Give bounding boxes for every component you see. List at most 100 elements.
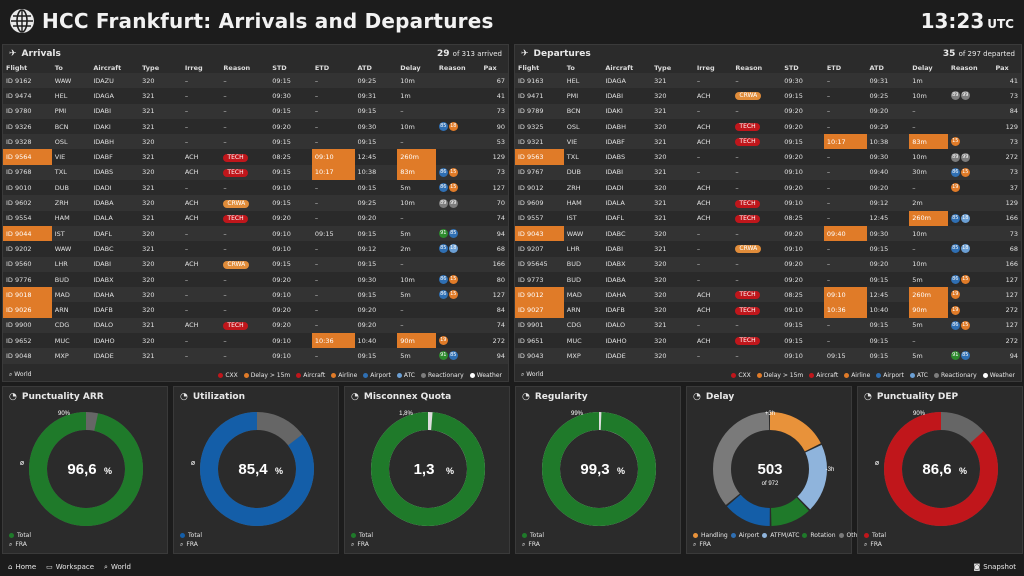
location-link[interactable]: ⌕ FRA [693,540,867,549]
column-header[interactable]: STD [272,64,287,72]
cell-f: ID 9202 [3,241,52,257]
table-row[interactable]: ID 9563 TXL IDABS 320– –09:20–09:30 10m 89 99 27… [515,149,1021,165]
table-row[interactable]: ID 9780 PMI IDABI 321– –09:15–09:15–73 [3,103,508,119]
world-link[interactable]: ⌕ World [521,371,544,378]
location-link[interactable]: ⌕ FRA [9,540,31,549]
location-link[interactable]: ⌕ FRA [522,540,544,549]
column-header[interactable]: Type [142,64,160,72]
table-row[interactable]: ID 9602 ZRH IDABA 320 ACH CRWA 09:15–09:25 10m 8… [3,195,508,211]
table-row[interactable]: ID 9768 TXL IDABS 320 ACH TECH 09:15 10:17 10:38… [3,164,508,181]
column-header[interactable]: ETD [826,64,842,72]
table-row[interactable]: ID 9557 IST IDAFL 321 ACH TECH 08:25–12:45 260m… [515,210,1021,226]
table-row[interactable]: ID 9044 IST IDAFL 320– –09:10 09:15 09:15 5m 91 8… [3,225,508,242]
column-header[interactable]: Pax [995,64,1009,72]
cell-atd: 09:15 [354,348,398,364]
location-link[interactable]: ⌕ FRA [180,540,202,549]
table-row[interactable]: ID 9010 DUB IDADI 321– –09:10–09:15 5m 86 15 127 [3,180,508,196]
table-row[interactable]: ID 9012 MAD IDAHA 320 ACH TECH 08:25 09:10 12:45… [515,287,1021,303]
table-row[interactable]: ID 9321 VIE IDABF 321 ACH TECH 09:15 10:17 10:38… [515,134,1021,150]
column-header[interactable]: ETD [314,64,330,72]
kpi-value: 99,3 [580,461,609,478]
search-icon: ⌕ [9,541,13,548]
table-row[interactable]: ID 9767 DUB IDABI 321– –09:10–09:40 30m 86 15 73 [515,164,1021,181]
column-header[interactable]: Irreg [696,64,715,72]
snapshot-button[interactable]: ◙ Snapshot [973,563,1016,571]
column-header[interactable]: To [566,64,575,72]
kpi-title: Punctuality ARR [21,392,104,402]
table-row[interactable]: ID 9326 BCN IDAKI 321– –09:20–09:30 10m 85 18 90 [3,118,508,135]
table-row[interactable]: ID 9048 MXP IDADE 321– –09:10–09:15 5m 91 85 94 [3,348,508,364]
column-header[interactable]: To [54,64,63,72]
table-row[interactable]: ID 9163 HEL IDAGA 321– –09:30–09:31 1m 41 [515,73,1021,89]
column-header[interactable]: Pax [483,64,497,72]
table-row[interactable]: ID 9325 OSL IDABH 320 ACH TECH 09:20–09:29–129 [515,118,1021,135]
kpi-value: 85,4 [238,461,268,478]
column-header[interactable]: Flight [6,64,28,72]
delay-code-badge: 86 [438,183,448,193]
table-row[interactable]: ID 9471 PMI IDABI 320 ACH CRWA 09:15–09:25 10m 8… [515,88,1021,104]
table-row[interactable]: ID 9901 CDG IDALO 321– –09:15–09:15 5m 86 15 127 [515,317,1021,334]
column-header[interactable]: Aircraft [93,64,122,72]
table-row[interactable]: ID 9773 BUD IDABA 320– –09:20–09:15 5m 86 15 127 [515,271,1021,288]
column-header[interactable]: Reason [950,64,978,72]
cell-etd: – [823,164,867,181]
cell-atd: 09:30 [354,271,398,288]
column-header[interactable]: Flight [518,64,540,72]
workspace-button[interactable]: ▭ Workspace [46,563,94,572]
table-row[interactable]: ID 9651 MUC IDAHO 320 ACH TECH 09:15–09:15–272 [515,333,1021,349]
table-row[interactable]: ID 9554 HAM IDALA 321 ACH TECH 09:20–09:20–74 [3,210,508,226]
cell-de: – [397,210,436,226]
column-header[interactable]: Aircraft [605,64,634,72]
table-row[interactable]: ID 9609 HAM IDALA 321 ACH TECH 09:10–09:12 2m 12… [515,195,1021,211]
location-link[interactable]: ⌕ FRA [864,540,886,549]
column-header[interactable]: STD [784,64,799,72]
cell-reason: CRWA [220,256,270,272]
world-button[interactable]: ⌕ World [104,563,131,572]
world-link[interactable]: ⌕ World [9,371,32,378]
table-row[interactable]: ID 9162 WAW IDAZU 320– –09:15–09:25 10m 67 [3,73,508,89]
kpi-target: 1,8% [399,411,413,417]
legend-label: Aircraft [303,371,326,379]
kpi-panel: ◔ Punctuality DEP 86,6% 90% ø Total ⌕ FRA [857,386,1023,554]
reason-empty: – [223,137,227,146]
column-header[interactable]: Delay [400,64,421,72]
table-row[interactable]: ID 9900 CDG IDALO 321 ACH TECH 09:20–09:20–74 [3,317,508,334]
table-row[interactable]: ID 9027 ARN IDAFB 320 ACH TECH 09:10 10:36 10:40… [515,302,1021,318]
table-row[interactable]: ID 95645 BUD IDABX 320– –09:20–09:20 10m 166 [515,256,1021,272]
location-link[interactable]: ⌕ FRA [351,540,373,549]
cell-reason: TECH [732,333,782,349]
table-row[interactable]: ID 9328 OSL IDABH 320– –09:15–09:15–53 [3,134,508,150]
legend-item: Reactionary [933,372,977,379]
table-row[interactable]: ID 9012 ZRH IDADI 320 ACH –09:20–09:20–19 37 [515,180,1021,196]
cell-de: – [397,103,436,119]
column-header[interactable]: ATD [869,64,884,72]
cell-px: 41 [992,73,1021,89]
cell-ac: IDABI [90,103,140,119]
table-row[interactable]: ID 9207 LHR IDABI 321– CRWA 09:10–09:15–85 18 6… [515,241,1021,257]
table-row[interactable]: ID 9564 VIE IDABF 321 ACH TECH 08:25 09:10 12:45… [3,149,508,165]
table-row[interactable]: ID 9776 BUD IDABX 320– –09:20–09:30 10m 86 15 80 [3,271,508,288]
column-header[interactable]: Irreg [184,64,203,72]
column-header[interactable]: ATD [357,64,372,72]
column-header[interactable]: Delay [912,64,933,72]
column-header[interactable]: Reason [735,64,763,72]
legend-item: Airport [876,372,904,379]
plane-icon: ✈ [521,49,529,59]
column-header[interactable]: Reason [223,64,251,72]
cell-px: 129 [992,118,1021,135]
cell-ty: 320 [651,333,694,349]
column-header[interactable]: Reason [438,64,466,72]
cell-to: VIE [563,134,603,150]
table-row[interactable]: ID 9043 MXP IDADE 320– –09:10 09:15 09:15 5m 91 8… [515,348,1021,364]
cell-ac: IDABC [602,225,652,242]
table-row[interactable]: ID 9043 WAW IDABC 320– –09:20 09:40 09:30 10m 73 [515,225,1021,242]
home-button[interactable]: ⌂ Home [8,563,36,572]
table-row[interactable]: ID 9018 MAD IDAHA 320– –09:10–09:15 5m 86 15 127 [3,287,508,303]
column-header[interactable]: Type [654,64,672,72]
table-row[interactable]: ID 9202 WAW IDABC 321– –09:10–09:12 2m 85 18 68 [3,241,508,257]
table-row[interactable]: ID 9652 MUC IDAHO 320– –09:10 10:36 10:40 90m 19… [3,333,508,349]
table-row[interactable]: ID 9560 LHR IDABI 320 ACH CRWA 09:15–09:15–166 [3,256,508,272]
table-row[interactable]: ID 9789 BCN IDAKI 321– –09:20–09:20–84 [515,103,1021,119]
table-row[interactable]: ID 9026 ARN IDAFB 320– –09:20–09:20–84 [3,302,508,318]
table-row[interactable]: ID 9474 HEL IDAGA 321– –09:30–09:31 1m 41 [3,88,508,104]
